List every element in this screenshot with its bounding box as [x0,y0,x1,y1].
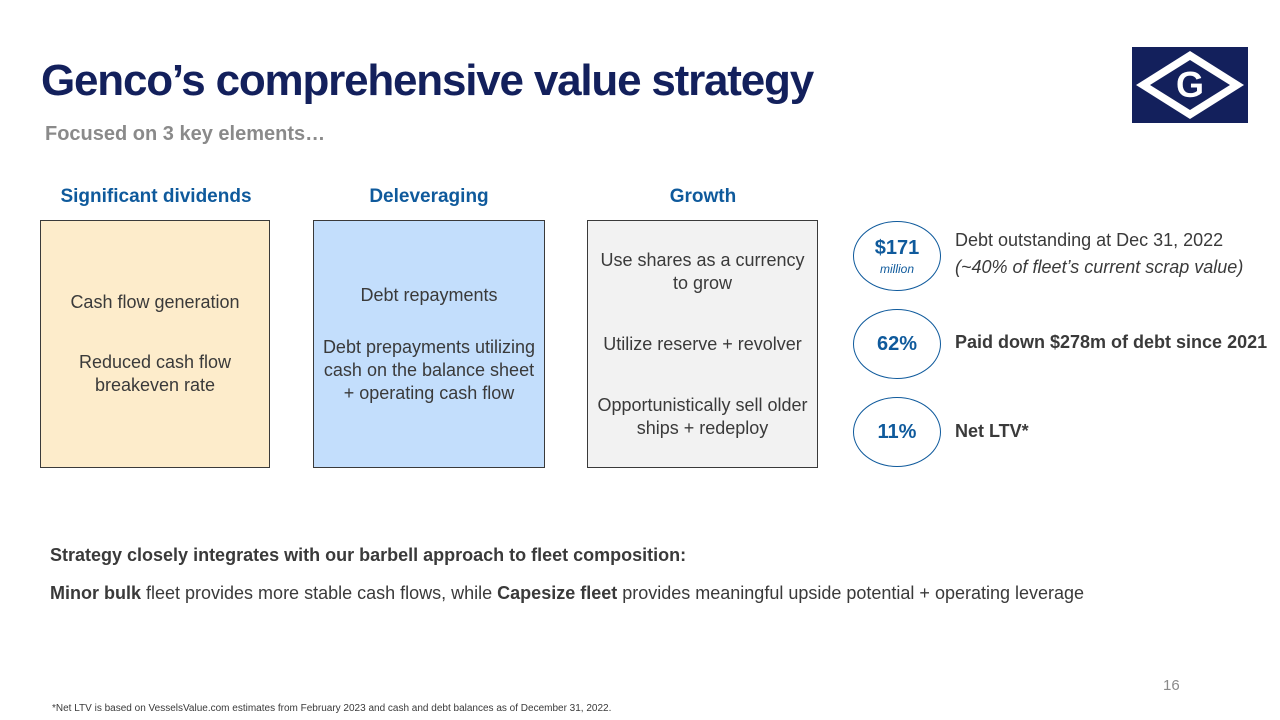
footnote: *Net LTV is based on VesselsValue.com es… [52,703,612,714]
growth-item: Utilize reserve + revolver [603,333,802,354]
stat-debt-label: Debt outstanding at Dec 31, 2022 [955,230,1224,250]
heading-growth: Growth [669,186,737,207]
deleveraging-box: Debt repayments Debt prepayments utilizi… [313,220,545,468]
heading-deleveraging: Deleveraging [369,186,489,207]
dividends-item: Reduced cash flow breakeven rate [78,352,232,395]
stat-circle-debt: $171 million [853,221,941,291]
heading-dividends: Significant dividends [60,186,252,207]
stat-value: $171 [874,236,920,259]
page-number: 16 [1163,677,1180,694]
growth-box: Use shares as a currency to grow Utilize… [587,220,818,468]
stat-debt-note: (~40% of fleet’s current scrap value) [955,257,1244,277]
growth-item: Use shares as a currency to grow [600,249,805,293]
page-subtitle: Focused on 3 key elements… [45,123,326,145]
stat-paid-down-label: Paid down $278m of debt since 2021 [955,332,1268,352]
page-title: Genco’s comprehensive value strategy [41,56,814,105]
dividends-box: Cash flow generation Reduced cash flow b… [40,220,270,468]
stat-value: 11% [877,420,917,443]
stat-circle-paid-down: 62% [853,309,941,379]
deleveraging-item: Debt prepayments utilizing cash on the b… [322,336,536,403]
minor-bulk-label: Minor bulk [50,583,141,603]
strategy-heading: Strategy closely integrates with our bar… [50,545,687,565]
capesize-label: Capesize fleet [497,583,618,603]
fleet-text-2: provides meaningful upside potential + o… [617,583,1085,603]
genco-logo: G [1132,47,1248,123]
fleet-description: Minor bulk fleet provides more stable ca… [50,583,1084,604]
deleveraging-item: Debt repayments [360,284,498,305]
stat-value: 62% [876,332,918,355]
dividends-item: Cash flow generation [70,292,240,312]
stat-ltv-label: Net LTV* [955,421,1029,441]
fleet-text-1: fleet provides more stable cash flows, w… [141,583,498,603]
logo-letter: G [1176,64,1204,105]
growth-item: Opportunistically sell older ships + red… [597,394,808,438]
stat-unit: million [879,261,914,276]
stat-circle-ltv: 11% [853,397,941,467]
